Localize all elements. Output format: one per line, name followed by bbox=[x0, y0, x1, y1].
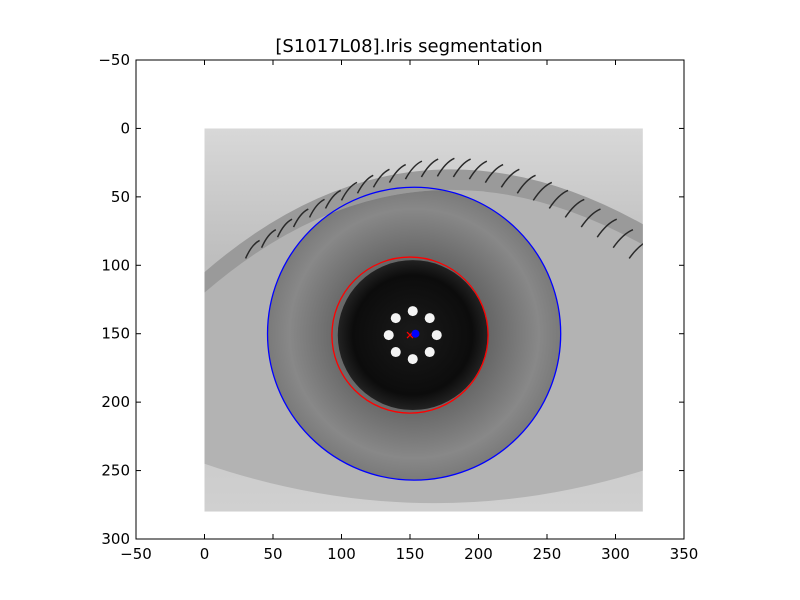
reflection-spot bbox=[383, 330, 394, 341]
x-tick-label: 300 bbox=[601, 545, 630, 563]
chart-title: [S1017L08].Iris segmentation bbox=[275, 36, 542, 57]
iris-boundary-circle bbox=[266, 186, 562, 481]
x-tick-label: 0 bbox=[200, 545, 210, 563]
y-tick-label: 150 bbox=[101, 325, 130, 343]
y-axis: −50 0 50 100 150 200 250 300 bbox=[98, 51, 684, 548]
reflection-spot bbox=[424, 313, 435, 324]
iris-center-marker bbox=[411, 329, 420, 338]
y-tick-label: 300 bbox=[101, 530, 130, 548]
reflection-spot bbox=[431, 330, 442, 341]
y-tick-label: −50 bbox=[98, 51, 130, 69]
y-tick-label: 250 bbox=[101, 462, 130, 480]
y-tick-label: 200 bbox=[101, 393, 130, 411]
y-tick-label: 0 bbox=[120, 119, 130, 137]
x-tick-label: 350 bbox=[670, 545, 699, 563]
segmentation-overlay bbox=[266, 186, 562, 481]
x-tick-label: 150 bbox=[396, 545, 425, 563]
reflection-spot bbox=[390, 347, 401, 358]
reflection-spot bbox=[407, 306, 418, 317]
reflection-spot bbox=[424, 347, 435, 358]
x-tick-label: −50 bbox=[120, 545, 152, 563]
eye-image bbox=[204, 128, 643, 512]
pupil-boundary-circle bbox=[331, 256, 489, 414]
eyelashes bbox=[244, 157, 643, 259]
x-tick-label: 50 bbox=[263, 545, 282, 563]
light-reflections bbox=[383, 306, 442, 365]
x-tick-label: 250 bbox=[533, 545, 562, 563]
x-axis: −50 0 50 100 150 200 250 300 350 bbox=[120, 60, 698, 563]
x-tick-label: 100 bbox=[327, 545, 356, 563]
x-tick-label: 200 bbox=[464, 545, 493, 563]
y-tick-label: 50 bbox=[111, 188, 130, 206]
reflection-spot bbox=[390, 313, 401, 324]
reflection-spot bbox=[407, 354, 418, 365]
y-tick-label: 100 bbox=[101, 256, 130, 274]
